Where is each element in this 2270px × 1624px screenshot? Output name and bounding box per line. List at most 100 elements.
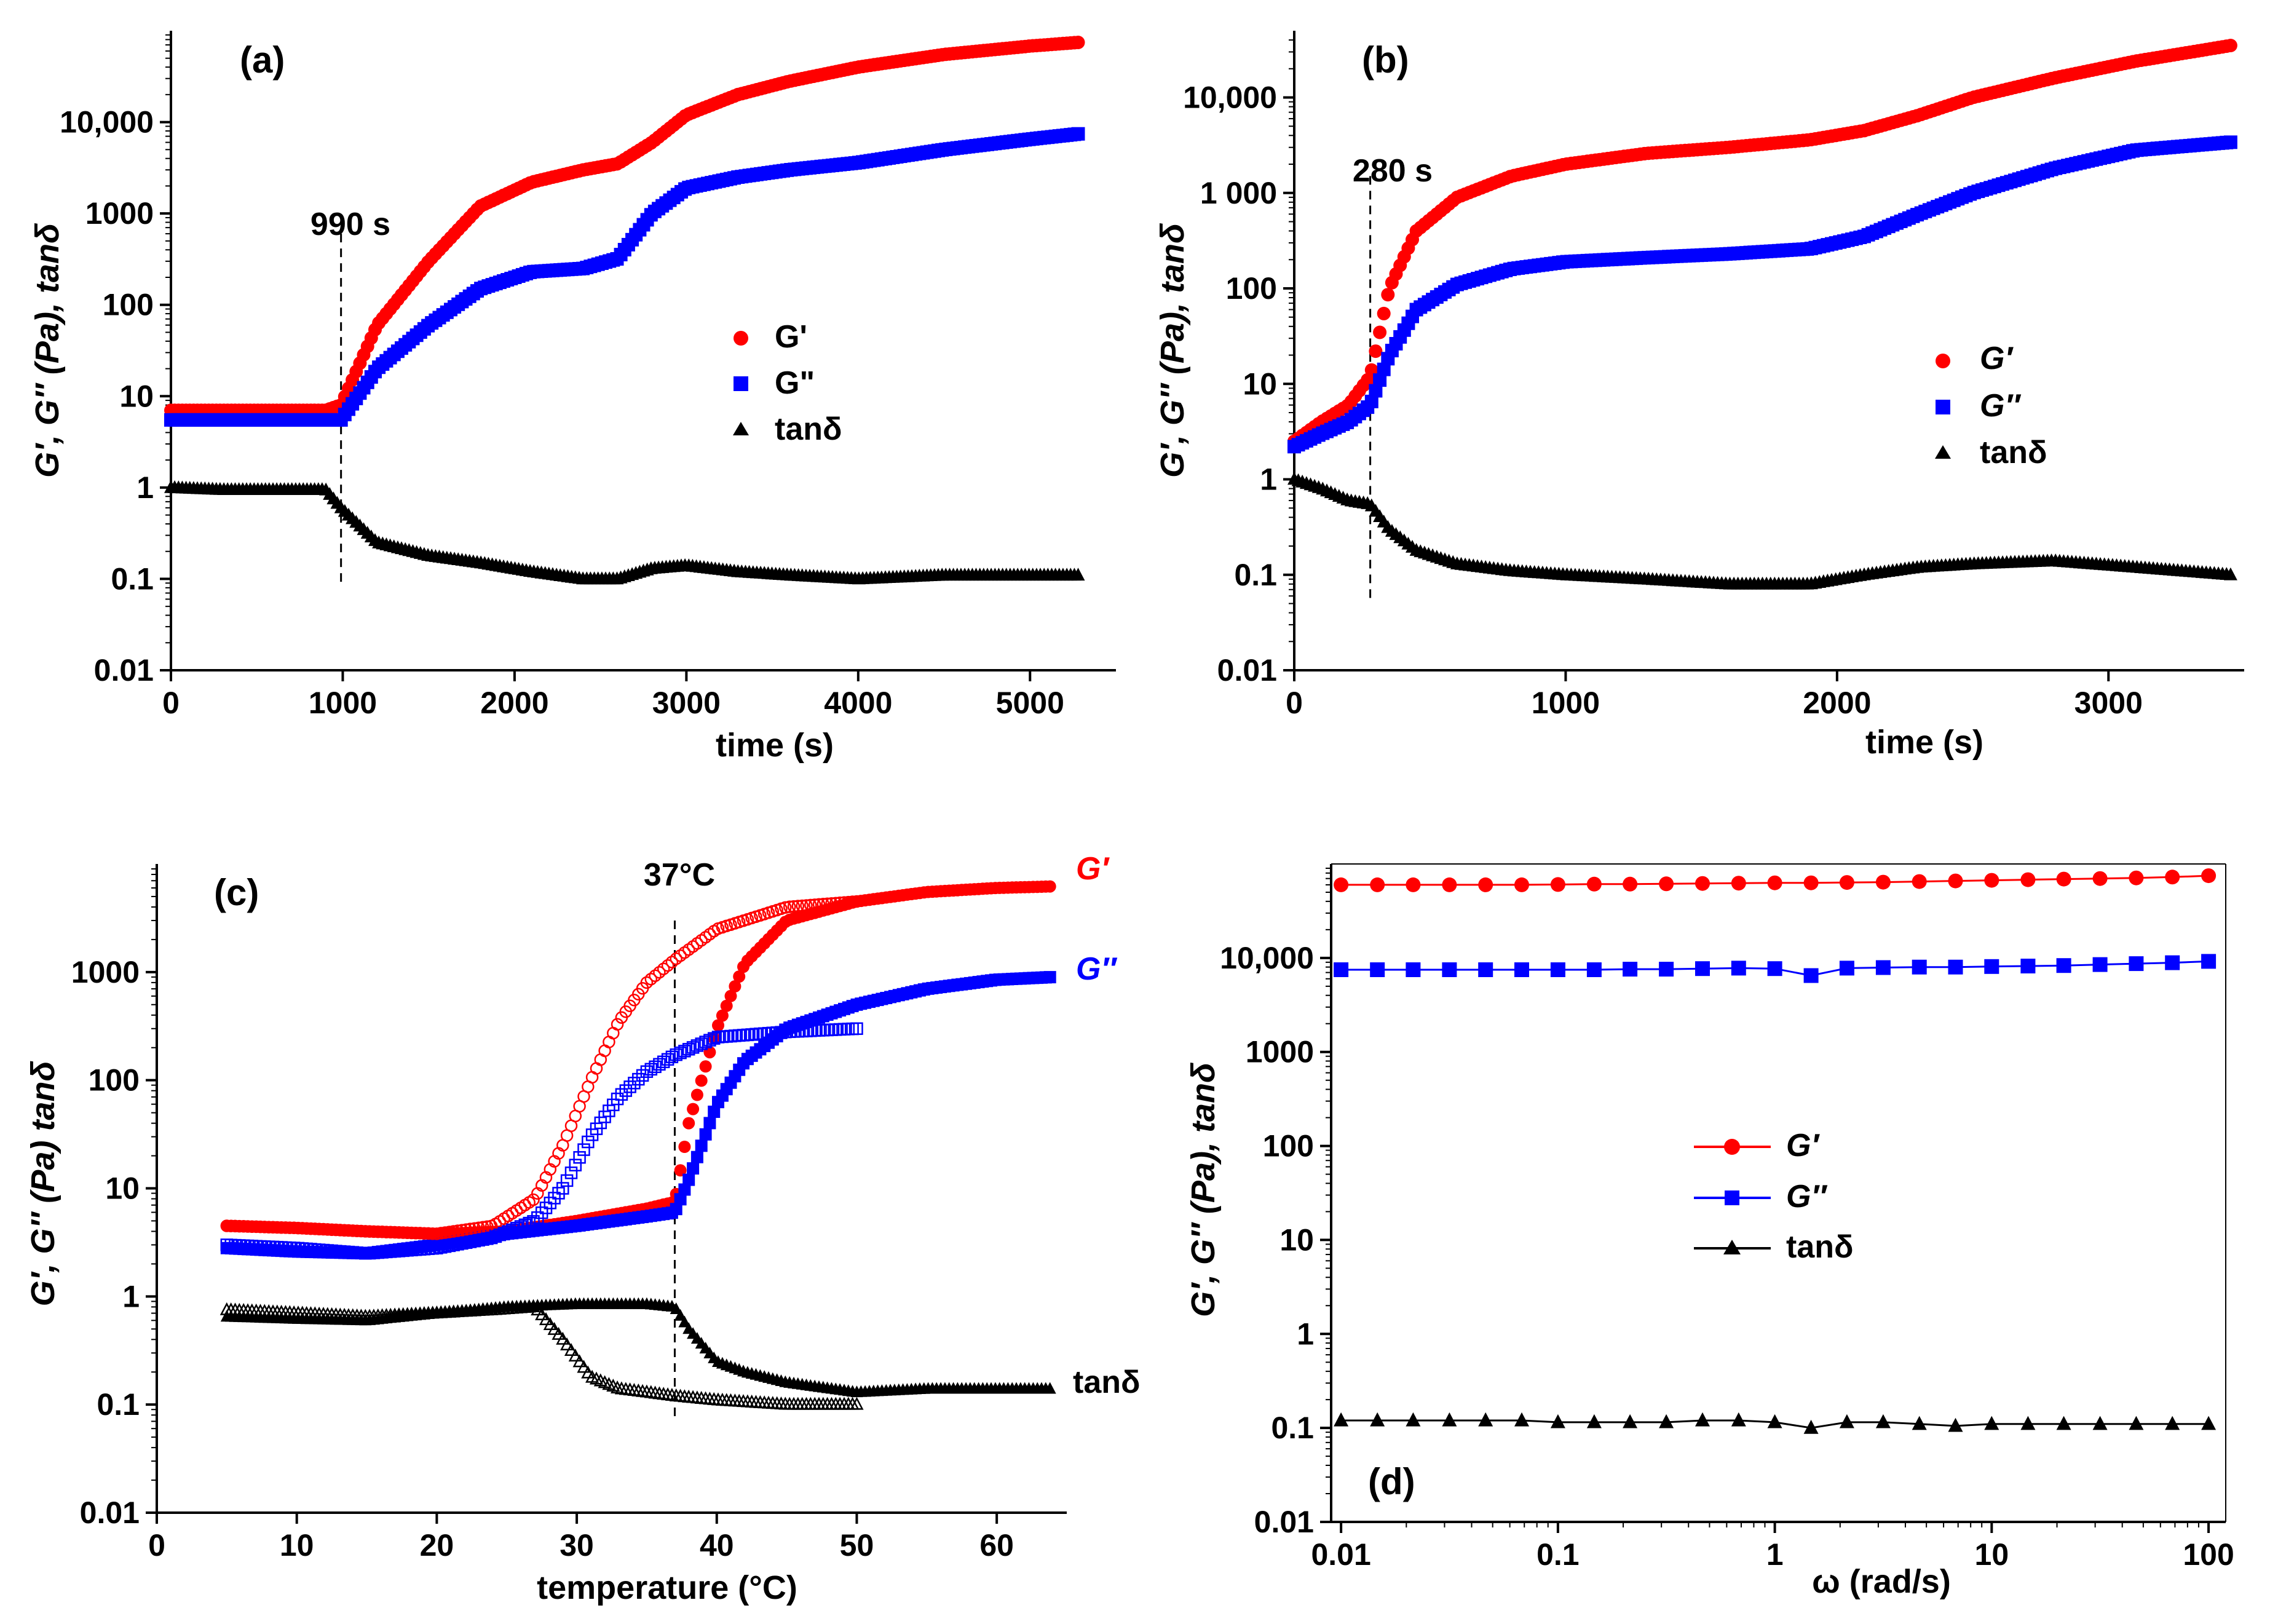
x-tick-label: 1000 <box>309 686 377 720</box>
data-point <box>564 1343 579 1357</box>
data-point <box>787 900 801 913</box>
x-tick-label: 100 <box>2183 1537 2234 1572</box>
data-point <box>312 1222 326 1235</box>
data-point <box>220 1219 234 1232</box>
data-point <box>359 1225 372 1238</box>
data-point <box>1043 971 1056 984</box>
y-tick-label: 0.01 <box>94 653 154 687</box>
data-point <box>699 1060 712 1073</box>
data-point <box>489 1230 502 1243</box>
data-point <box>254 1220 267 1234</box>
y-tick-label: 100 <box>103 288 154 322</box>
series-tanheating <box>220 1297 1056 1398</box>
x-tick-label: 0.01 <box>1311 1537 1370 1572</box>
data-point <box>2092 871 2108 886</box>
data-point <box>825 1023 838 1036</box>
data-point <box>1912 1416 1927 1430</box>
data-point <box>451 1224 464 1237</box>
data-point <box>1071 127 1085 141</box>
legend-label: tanδ <box>775 411 842 447</box>
data-point <box>443 1226 456 1238</box>
legend: G' G" tanδ <box>733 319 842 447</box>
data-point <box>1373 325 1387 339</box>
data-point <box>464 1235 477 1248</box>
data-point <box>552 1326 566 1340</box>
annotation: 37°C <box>644 857 715 893</box>
y-tick-label: 1000 <box>1246 1035 1314 1069</box>
data-point <box>670 1203 682 1216</box>
y-axis-label: G′, G″ (Pa), tanδ <box>1185 1062 1222 1317</box>
data-point <box>1334 877 1349 892</box>
end-label-gprime: G′ <box>1076 851 1110 887</box>
data-point <box>376 1226 389 1238</box>
data-point <box>1369 384 1383 398</box>
data-point <box>615 1088 628 1101</box>
data-point <box>829 1023 842 1036</box>
data-point <box>443 1239 456 1253</box>
data-point <box>1364 394 1378 408</box>
legend-label: tanδ <box>1786 1229 1854 1265</box>
legend: G′ G″ tanδ <box>1935 341 2047 470</box>
data-point <box>2129 956 2144 972</box>
data-point <box>674 1164 687 1177</box>
data-point <box>2129 870 2144 885</box>
legend-label: G″ <box>1980 388 2021 424</box>
data-point <box>417 1227 431 1240</box>
data-point <box>661 959 674 972</box>
data-point <box>1767 875 1782 890</box>
data-point <box>451 1238 464 1251</box>
data-point <box>371 1225 385 1238</box>
data-point <box>309 1222 322 1235</box>
data-point <box>1550 1414 1565 1428</box>
data-point <box>2223 135 2237 149</box>
data-point <box>741 1028 754 1042</box>
data-point <box>2129 1416 2144 1430</box>
panel-b: (b) time (s) G′, G″ (Pa), tanδ 280 s G′ … <box>1154 31 2244 761</box>
data-point <box>653 965 666 979</box>
annotation: 990 s <box>310 207 390 242</box>
data-point <box>1478 1412 1493 1427</box>
data-point <box>317 1222 330 1236</box>
data-point <box>682 1043 695 1056</box>
data-point <box>2223 39 2237 52</box>
data-point <box>287 1221 301 1235</box>
data-point <box>464 1222 477 1235</box>
x-tick-label: 3000 <box>2074 686 2143 720</box>
data-point <box>250 1220 263 1234</box>
data-point <box>456 1224 469 1237</box>
data-point <box>527 1193 540 1206</box>
data-point <box>1550 877 1565 892</box>
x-tick-label: 10 <box>1975 1537 2009 1572</box>
data-point <box>430 1227 443 1240</box>
data-point <box>821 897 834 911</box>
series-g <box>1287 135 2237 454</box>
data-point <box>1731 876 1746 891</box>
data-point <box>1803 1419 1819 1434</box>
x-tick-label: 1000 <box>1532 686 1600 720</box>
panel-label: (d) <box>1368 1461 1415 1502</box>
annotation: 280 s <box>1353 153 1433 189</box>
end-label-gdouble: G″ <box>1076 951 1117 987</box>
data-point <box>842 895 855 909</box>
data-point <box>1478 962 1493 977</box>
data-point <box>2056 1416 2071 1430</box>
data-point <box>1839 875 1854 890</box>
data-point <box>674 1046 687 1060</box>
data-point <box>355 1224 368 1238</box>
series-g <box>164 127 1085 427</box>
data-point <box>237 1220 250 1233</box>
data-point <box>674 1193 687 1206</box>
data-point <box>703 1117 716 1130</box>
data-point <box>384 1226 397 1239</box>
data-point <box>245 1220 259 1233</box>
data-point <box>800 899 813 912</box>
data-point <box>729 1029 742 1042</box>
data-point <box>829 897 842 909</box>
data-point <box>737 1029 750 1042</box>
data-point <box>1406 1412 1421 1427</box>
x-tick-label: 0 <box>1286 686 1303 720</box>
legend-item-gdouble: G″ <box>1694 1179 1827 1214</box>
data-point <box>262 1221 275 1234</box>
data-point <box>1695 1412 1710 1427</box>
data-point <box>1586 962 1602 977</box>
